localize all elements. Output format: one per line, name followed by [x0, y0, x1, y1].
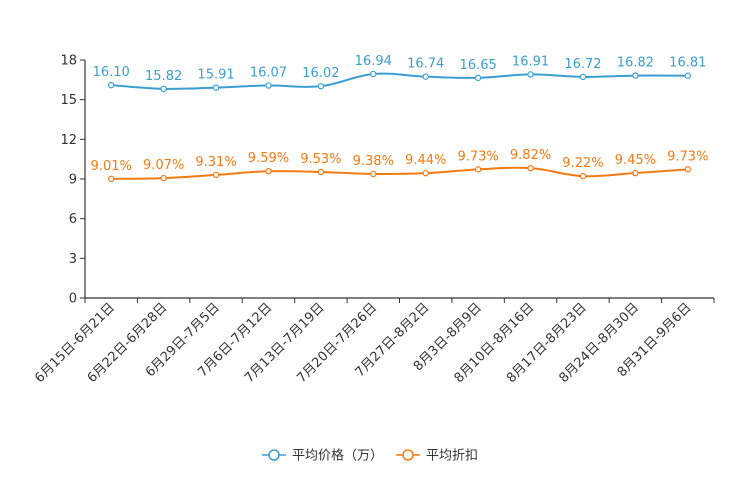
data-label: 9.31%	[195, 155, 236, 170]
data-label: 16.82	[617, 56, 654, 71]
data-label: 9.73%	[667, 149, 708, 164]
data-label: 9.38%	[353, 154, 394, 169]
y-tick-label: 6	[69, 212, 77, 227]
y-tick-label: 12	[60, 133, 77, 148]
data-point	[212, 84, 220, 91]
data-label: 15.91	[197, 68, 234, 83]
data-label: 9.44%	[405, 153, 446, 168]
data-point	[160, 174, 167, 182]
legend-item-2: 平均折扣	[396, 449, 478, 464]
y-tick-label: 15	[60, 93, 77, 108]
data-point	[474, 166, 482, 173]
data-point	[684, 72, 691, 79]
data-label: 16.74	[407, 57, 444, 72]
data-point	[212, 171, 220, 179]
data-point	[160, 85, 167, 93]
data-label: 16.07	[250, 66, 287, 81]
data-point	[317, 82, 325, 90]
data-point	[632, 169, 639, 177]
y-tick-label: 0	[69, 292, 77, 307]
data-label: 9.82%	[510, 148, 551, 163]
data-point	[474, 74, 482, 82]
data-point	[370, 170, 377, 178]
data-point	[370, 70, 377, 78]
data-point	[108, 175, 115, 183]
data-point	[527, 164, 534, 172]
data-label: 16.72	[564, 57, 601, 72]
series-line	[111, 72, 688, 90]
data-point	[422, 169, 429, 177]
data-label: 9.53%	[300, 152, 341, 167]
data-label: 9.73%	[457, 149, 498, 164]
data-label: 9.07%	[143, 158, 184, 173]
data-label: 16.10	[93, 65, 130, 80]
data-label: 16.02	[302, 66, 339, 81]
data-label: 9.59%	[248, 151, 289, 166]
legend-label: 平均价格（万）	[292, 448, 383, 464]
data-point	[684, 166, 691, 173]
data-point	[265, 167, 272, 175]
data-point	[108, 81, 115, 89]
legend-marker-icon	[402, 449, 414, 461]
y-tick-label: 9	[69, 173, 77, 188]
series-2: 9.01% 9.07% 9.31% 9.59% 9.53% 9.38% 9.44% 9.73%…	[91, 148, 708, 183]
data-point	[579, 73, 587, 81]
data-point	[527, 71, 534, 78]
series-1: 16.10 15.82 15.91 16.07 16.02 16.94 16.74 16.65…	[93, 54, 706, 93]
data-point	[265, 82, 272, 89]
data-label: 9.01%	[91, 159, 132, 174]
data-label: 9.22%	[562, 156, 603, 171]
data-point	[317, 168, 325, 176]
series-line	[111, 166, 688, 180]
legend-label: 平均折扣	[426, 449, 478, 464]
data-label: 16.91	[512, 54, 549, 69]
data-label: 16.94	[355, 54, 392, 69]
data-point	[632, 72, 639, 79]
y-tick-label: 3	[69, 252, 77, 267]
data-label: 16.65	[460, 58, 497, 73]
y-tick-label: 18	[60, 54, 77, 69]
data-point	[579, 172, 587, 180]
data-label: 15.82	[145, 69, 182, 84]
data-label: 9.45%	[615, 153, 656, 168]
legend-marker-icon	[268, 449, 280, 461]
data-point	[422, 73, 429, 80]
data-label: 16.81	[669, 56, 706, 71]
legend-item-1: 平均价格（万）	[262, 448, 383, 464]
